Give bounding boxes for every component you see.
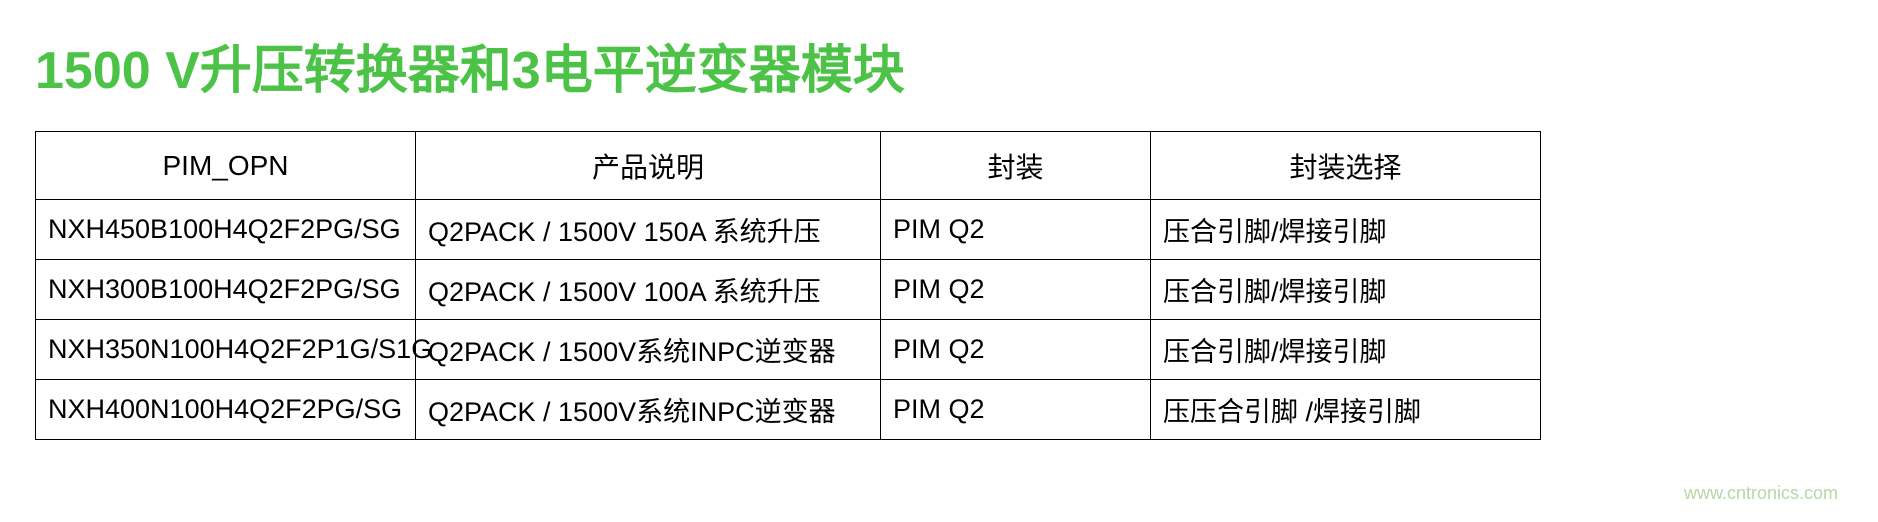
cell-package-option: 压合引脚/焊接引脚: [1151, 320, 1541, 380]
cell-desc: Q2PACK / 1500V系统INPC逆变器: [416, 380, 881, 440]
cell-package-option: 压合引脚/焊接引脚: [1151, 200, 1541, 260]
cell-package-option: 压合引脚/焊接引脚: [1151, 260, 1541, 320]
page-title: 1500 V升压转换器和3电平逆变器模块: [35, 28, 1843, 103]
cell-package-option: 压压合引脚 /焊接引脚: [1151, 380, 1541, 440]
cell-desc: Q2PACK / 1500V系统INPC逆变器: [416, 320, 881, 380]
cell-desc: Q2PACK / 1500V 100A 系统升压: [416, 260, 881, 320]
cell-desc: Q2PACK / 1500V 150A 系统升压: [416, 200, 881, 260]
cell-opn: NXH400N100H4Q2F2PG/SG: [36, 380, 416, 440]
col-header-package-option: 封装选择: [1151, 132, 1541, 200]
cell-opn: NXH350N100H4Q2F2P1G/S1G: [36, 320, 416, 380]
table-row: NXH400N100H4Q2F2PG/SG Q2PACK / 1500V系统IN…: [36, 380, 1541, 440]
cell-package: PIM Q2: [881, 200, 1151, 260]
col-header-opn: PIM_OPN: [36, 132, 416, 200]
watermark-text: www.cntronics.com: [1684, 483, 1838, 504]
col-header-package: 封装: [881, 132, 1151, 200]
table-row: NXH300B100H4Q2F2PG/SG Q2PACK / 1500V 100…: [36, 260, 1541, 320]
cell-opn: NXH300B100H4Q2F2PG/SG: [36, 260, 416, 320]
cell-package: PIM Q2: [881, 380, 1151, 440]
table-row: NXH450B100H4Q2F2PG/SG Q2PACK / 1500V 150…: [36, 200, 1541, 260]
cell-opn: NXH450B100H4Q2F2PG/SG: [36, 200, 416, 260]
product-table: PIM_OPN 产品说明 封装 封装选择 NXH450B100H4Q2F2PG/…: [35, 131, 1541, 440]
cell-package: PIM Q2: [881, 260, 1151, 320]
table-row: NXH350N100H4Q2F2P1G/S1G Q2PACK / 1500V系统…: [36, 320, 1541, 380]
cell-package: PIM Q2: [881, 320, 1151, 380]
table-header-row: PIM_OPN 产品说明 封装 封装选择: [36, 132, 1541, 200]
col-header-desc: 产品说明: [416, 132, 881, 200]
